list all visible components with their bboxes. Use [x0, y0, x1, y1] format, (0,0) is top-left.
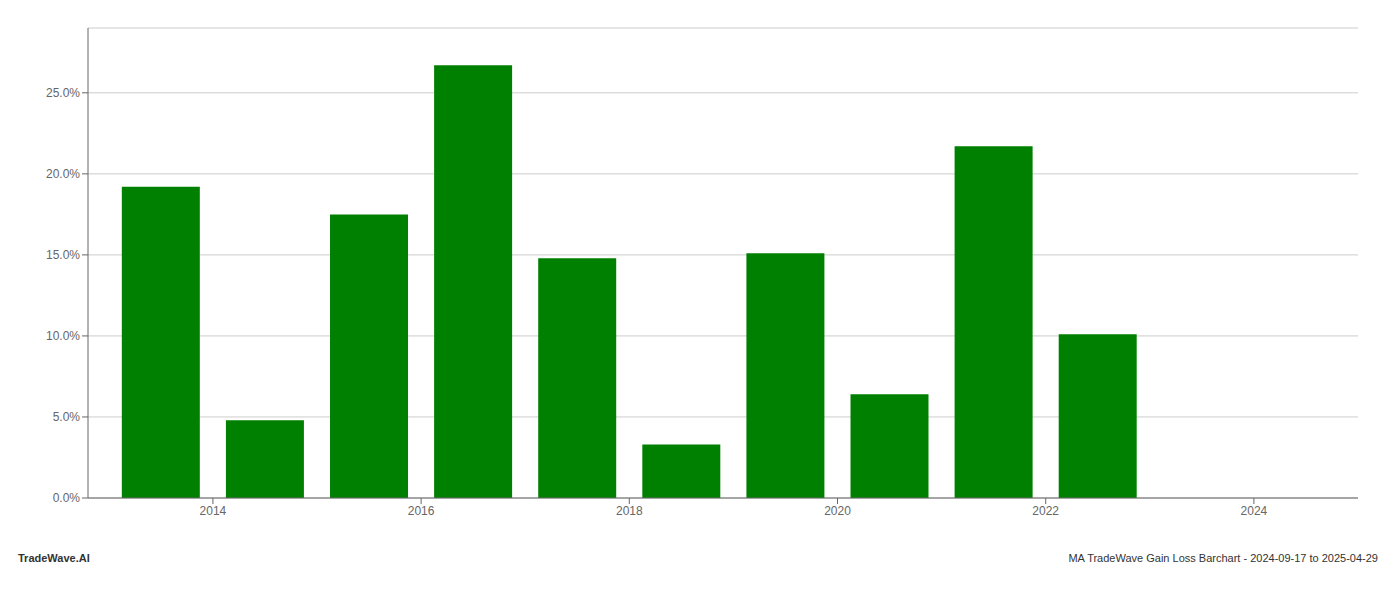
- svg-text:10.0%: 10.0%: [46, 329, 80, 343]
- html-text:TradeWave.AI: TradeWave.AI: [18, 552, 90, 564]
- svg-text:15.0%: 15.0%: [46, 248, 80, 262]
- svg-text:20.0%: 20.0%: [46, 167, 80, 181]
- svg-text:2014: 2014: [200, 504, 227, 518]
- svg-text:5.0%: 5.0%: [53, 410, 81, 424]
- svg-text:25.0%: 25.0%: [46, 86, 80, 100]
- svg-text:2018: 2018: [616, 504, 643, 518]
- svg-text:2020: 2020: [824, 504, 851, 518]
- html-text:MA TradeWave Gain Loss Barchar: MA TradeWave Gain Loss Barchart - 2024-0…: [1068, 552, 1378, 564]
- svg-text:2022: 2022: [1032, 504, 1059, 518]
- svg-text:0.0%: 0.0%: [53, 491, 81, 505]
- svg-text:2024: 2024: [1241, 504, 1268, 518]
- svg-text:2016: 2016: [408, 504, 435, 518]
